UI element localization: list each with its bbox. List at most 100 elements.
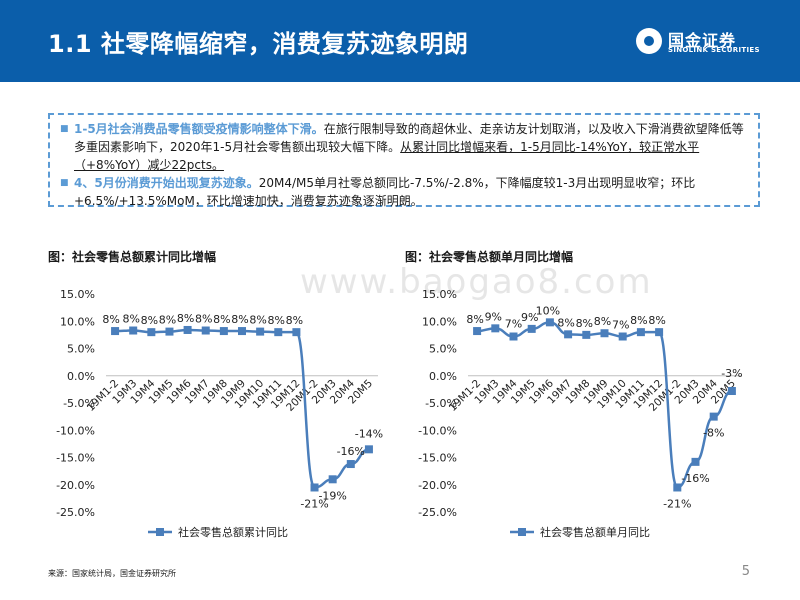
data-point [600, 329, 609, 338]
watermark: www.baogao8.com [300, 262, 653, 302]
data-label: 8% [648, 314, 665, 327]
y-tick-label: -10.0% [56, 424, 95, 437]
summary-point-1-text: 在旅行限制导致的商超休业、走亲访友计划取消，以及收入下滑消费欲望降低等多重因素影… [74, 122, 744, 154]
data-label: 8% [268, 314, 285, 327]
data-point [147, 328, 156, 337]
data-label: 8% [102, 313, 119, 326]
summary-point-1-underlined: 从累计同比增幅来看，1-5月同比-14%YoY，较正常水平（+8%YoY）减少2… [74, 140, 700, 172]
data-point [545, 318, 554, 327]
logo-name-en: SINOLINK SECURITIES [668, 46, 760, 54]
y-tick-label: 10.0% [422, 315, 457, 328]
data-point [727, 387, 736, 396]
data-label: -21% [300, 497, 328, 510]
y-tick-label: -15.0% [56, 452, 95, 465]
data-point [473, 327, 482, 336]
data-point [111, 327, 120, 336]
data-label: 8% [576, 317, 593, 330]
data-point [655, 328, 664, 337]
y-tick-label: -10.0% [418, 424, 457, 437]
logo-name-cn: 国金证券 [668, 31, 737, 50]
data-label: 8% [213, 313, 230, 326]
data-label: 8% [122, 313, 139, 326]
data-point [364, 445, 373, 454]
data-point [618, 332, 627, 341]
chart-cumulative-yoy: 15.0% 10.0% 5.0% 0.0% -5.0% -10.0% -15.0% -20.0… [56, 288, 383, 539]
y-tick-label: 0.0% [429, 370, 457, 383]
data-point [582, 330, 591, 339]
data-label: 8% [630, 314, 647, 327]
summary-point-2: 4、5月份消费开始出现复苏迹象。20M4/M5单月社零总额同比-7.5%/-2.… [60, 174, 748, 210]
data-label: -21% [663, 497, 691, 510]
data-point [691, 457, 700, 466]
data-label: 8% [177, 312, 194, 325]
y-tick-label: -25.0% [418, 506, 457, 519]
data-label: 10% [536, 304, 560, 317]
y-tick-label: -20.0% [418, 479, 457, 492]
data-point [201, 326, 210, 335]
summary-point-2-highlight: 4、5月份消费开始出现复苏迹象。 [74, 176, 259, 190]
summary-box: 1-5月社会消费品零售额受疫情影响整体下滑。在旅行限制导致的商超休业、走亲访友计… [48, 113, 760, 210]
legend-label: 社会零售总额累计同比 [178, 525, 288, 539]
data-label: 8% [466, 313, 483, 326]
y-tick-label: 5.0% [67, 343, 95, 356]
chart-1-title: 图：社会零售总额累计同比增幅 [48, 250, 217, 264]
data-point [328, 475, 337, 484]
y-tick-label: -15.0% [418, 452, 457, 465]
series-line [115, 328, 370, 489]
data-label: 8% [195, 313, 212, 326]
data-label: -8% [703, 427, 724, 440]
data-point [183, 325, 192, 334]
data-point [292, 328, 301, 337]
data-label: -16% [337, 445, 365, 458]
y-tick-label: -5.0% [425, 397, 457, 410]
data-label: 8% [249, 314, 266, 327]
data-point [165, 327, 174, 336]
data-point [238, 327, 246, 336]
summary-point-1-highlight: 1-5月社会消费品零售额受疫情影响整体下滑。 [74, 122, 324, 136]
data-point [129, 326, 138, 335]
data-point [346, 460, 355, 469]
legend-marker [518, 528, 526, 536]
company-logo: 国金证券 SINOLINK SECURITIES [636, 27, 764, 57]
y-tick-label: 0.0% [67, 370, 95, 383]
legend-marker [156, 528, 164, 536]
y-tick-label: -5.0% [63, 397, 95, 410]
y-tick-label: -25.0% [56, 506, 95, 519]
data-label: 9% [521, 311, 538, 324]
data-point [709, 412, 718, 421]
y-tick-label: 5.0% [429, 343, 457, 356]
data-label: 8% [557, 316, 574, 329]
source-note: 来源：国家统计局，国金证券研究所 [48, 569, 176, 578]
chart-monthly-yoy: 15.0% 10.0% 5.0% 0.0% -5.0% -10.0% -15.0% -20.0… [418, 288, 743, 539]
summary-point-2-text: 20M4/M5单月社零总额同比-7.5%/-2.8%，下降幅度较1-3月出现明显… [74, 176, 696, 208]
data-label: 8% [141, 314, 158, 327]
data-point [491, 324, 500, 333]
data-label: 7% [612, 319, 629, 332]
data-label: -3% [721, 367, 742, 380]
page-number: 5 [741, 564, 750, 579]
chart-2-title: 图：社会零售总额单月同比增幅 [405, 250, 574, 264]
data-point [256, 327, 265, 336]
logo-icon [636, 28, 662, 54]
page-title: 1.1 社零降幅缩窄，消费复苏迹象明朗 [48, 30, 469, 58]
data-label: 8% [594, 315, 611, 328]
data-point [274, 328, 283, 337]
header-bar: 1.1 社零降幅缩窄，消费复苏迹象明朗 国金证券 SINOLINK SECURI… [0, 0, 800, 82]
y-tick-label: -20.0% [56, 479, 95, 492]
data-label: -14% [355, 427, 383, 440]
data-point [564, 330, 573, 339]
series-line [477, 321, 733, 489]
data-label: 8% [286, 314, 303, 327]
data-point [673, 483, 682, 492]
data-label: 8% [231, 313, 248, 326]
data-point [310, 483, 319, 492]
data-label: -19% [318, 489, 346, 502]
data-label: 9% [485, 310, 502, 323]
data-point [509, 332, 518, 341]
y-tick-label: 10.0% [60, 315, 95, 328]
summary-point-1: 1-5月社会消费品零售额受疫情影响整体下滑。在旅行限制导致的商超休业、走亲访友计… [60, 120, 748, 174]
data-point [219, 327, 228, 336]
data-point [527, 324, 536, 333]
data-label: 7% [505, 318, 522, 331]
data-point [636, 328, 645, 337]
